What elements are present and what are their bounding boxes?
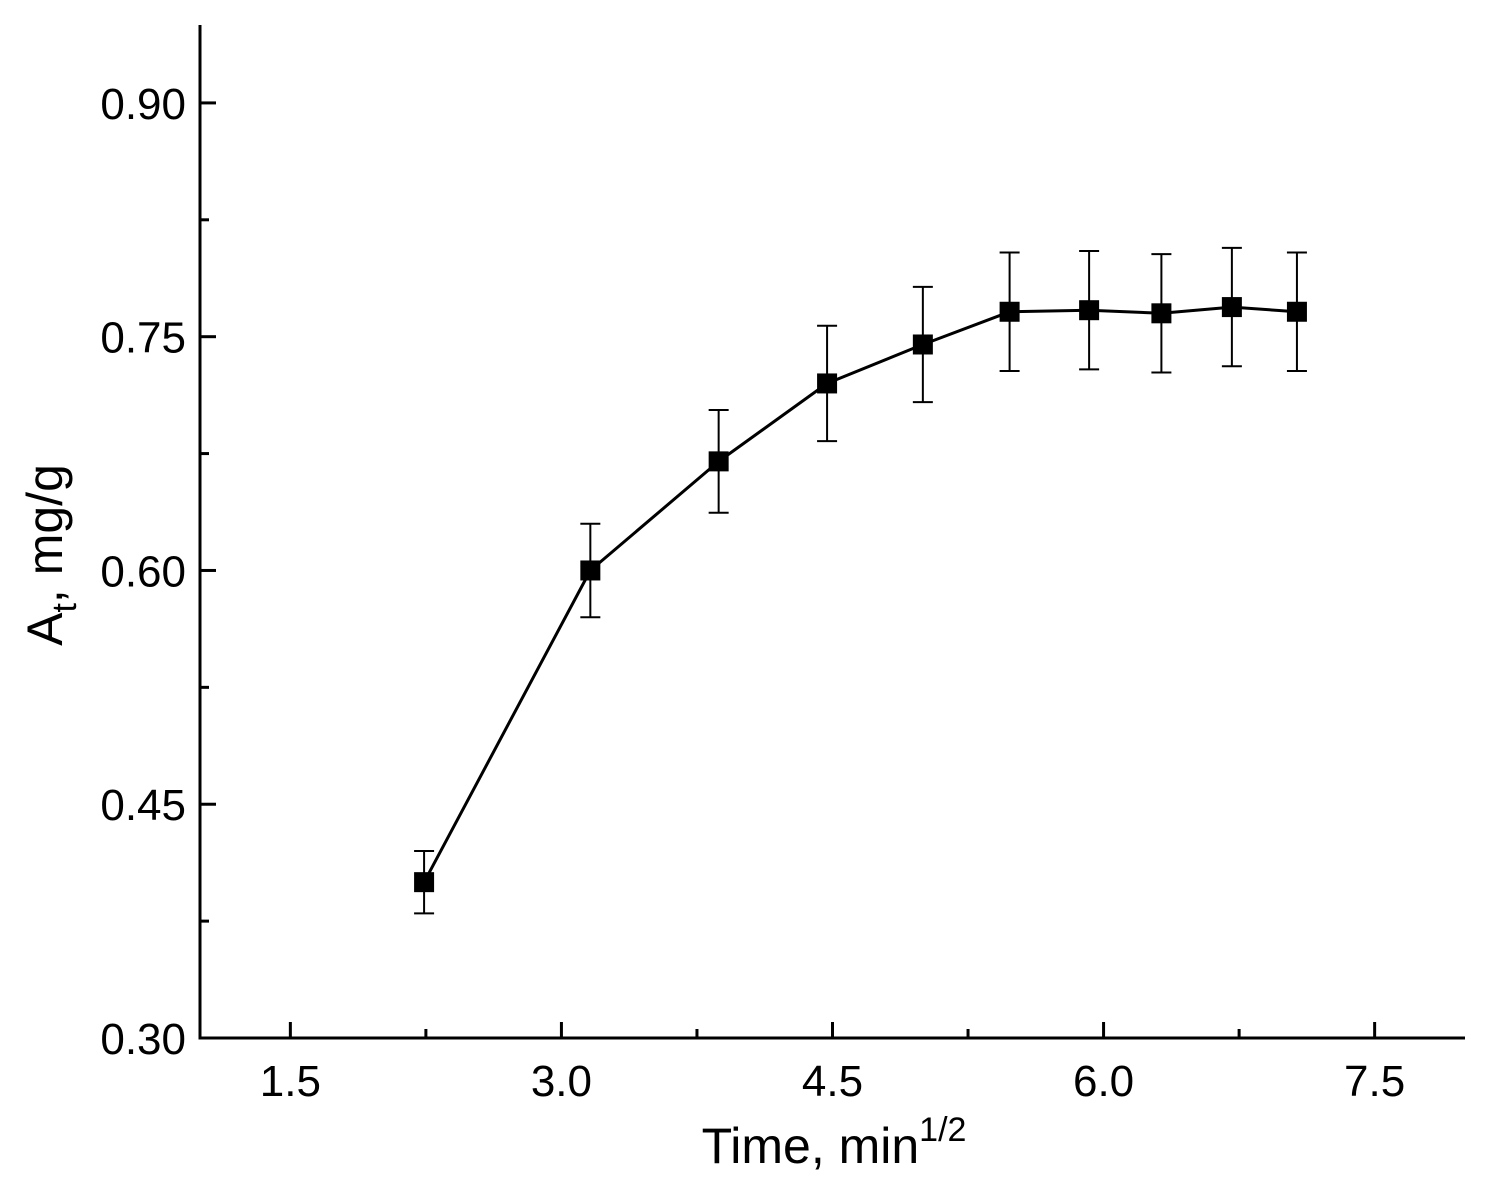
data-point bbox=[1286, 301, 1307, 322]
data-point bbox=[999, 301, 1020, 322]
y-tick-label: 0.30 bbox=[100, 1015, 186, 1064]
y-tick-label: 0.75 bbox=[100, 314, 186, 363]
data-point bbox=[580, 560, 601, 581]
data-markers bbox=[414, 297, 1307, 893]
y-axis-label-subscript: t bbox=[46, 603, 84, 613]
y-tick-label: 0.60 bbox=[100, 547, 186, 596]
x-tick-label: 4.5 bbox=[802, 1057, 863, 1106]
data-point bbox=[817, 373, 838, 394]
ticks: 1.5 3.0 4.5 6.0 7.5 0.30 0.45 0.60 0.75 0.90 bbox=[100, 80, 1405, 1106]
x-axis-label-main: Time, min bbox=[702, 1118, 920, 1174]
x-tick-label: 1.5 bbox=[260, 1057, 321, 1106]
y-tick-label: 0.90 bbox=[100, 80, 186, 129]
y-axis-label: At, mg/g bbox=[17, 464, 84, 646]
data-point bbox=[1079, 300, 1100, 321]
x-tick-label: 3.0 bbox=[531, 1057, 592, 1106]
data-point bbox=[708, 451, 729, 472]
axes bbox=[198, 25, 1465, 1040]
data-point bbox=[1151, 303, 1172, 324]
x-tick-label: 6.0 bbox=[1073, 1057, 1134, 1106]
y-axis-label-main: A bbox=[17, 612, 73, 646]
y-axis-label-suffix: , mg/g bbox=[17, 464, 73, 603]
x-axis-label: Time, min1/2 bbox=[702, 1111, 967, 1174]
x-axis-label-superscript: 1/2 bbox=[919, 1111, 966, 1149]
data-point bbox=[414, 872, 435, 893]
series-line-group bbox=[422, 305, 1298, 883]
y-tick-label: 0.45 bbox=[100, 781, 186, 830]
series-line bbox=[422, 305, 1298, 883]
x-tick-label: 7.5 bbox=[1344, 1057, 1405, 1106]
data-point bbox=[912, 334, 933, 355]
data-point bbox=[1221, 297, 1242, 318]
error-bars bbox=[414, 246, 1307, 915]
